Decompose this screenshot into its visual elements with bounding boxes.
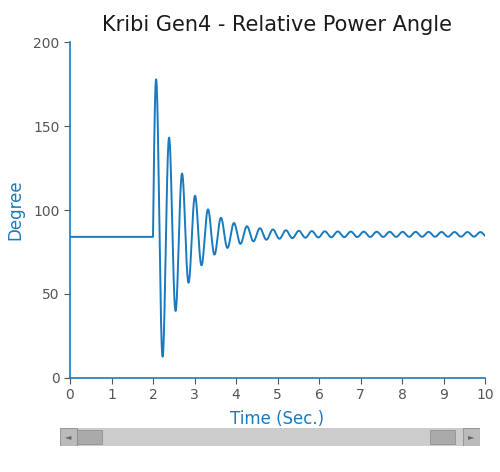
Bar [463,428,480,446]
Y-axis label: Degree: Degree [7,180,25,240]
Bar [430,430,455,444]
X-axis label: Time (Sec.): Time (Sec.) [230,410,324,429]
Bar [60,428,77,446]
Bar [77,430,102,444]
Title: Kribi Gen4 - Relative Power Angle: Kribi Gen4 - Relative Power Angle [102,16,453,35]
Text: ►: ► [468,432,475,442]
Text: ◄: ◄ [65,432,71,442]
